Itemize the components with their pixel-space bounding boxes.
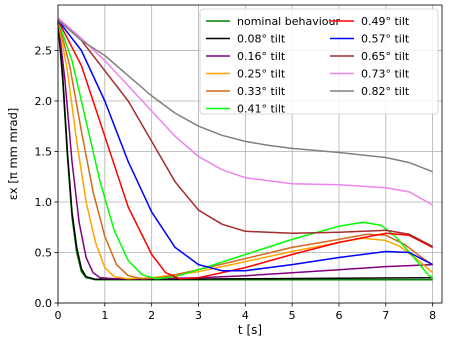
legend-label: 0.57° tilt [361,33,410,46]
series-line-8 [57,17,433,248]
series-line-4 [57,20,434,280]
plot-frame [57,4,443,304]
x-tick-label: 8 [429,309,436,322]
legend-label: 0.16° tilt [237,50,286,63]
legend-label: 0.25° tilt [237,68,286,81]
x-axis-label: t [s] [238,323,262,337]
series-line-2 [57,20,433,280]
series-lines [57,17,434,281]
y-tick-label: 1.0 [35,196,53,209]
x-tick-label: 6 [335,309,342,322]
x-axis-ticks: 0 1 2 3 4 5 6 7 8 [55,303,436,322]
series-line-7 [57,19,433,272]
x-tick-label: 3 [195,309,202,322]
y-tick-label: 0.5 [35,246,53,259]
x-tick-label: 7 [382,309,389,322]
y-axis-ticks: 0.0 0.5 1.0 1.5 2.0 2.5 [35,44,58,310]
legend-label: 0.49° tilt [361,15,410,28]
x-tick-label: 5 [289,309,296,322]
y-axis-label: εx [π mm mrad] [6,108,20,201]
x-tick-label: 2 [148,309,155,322]
legend-label: nominal behaviour [237,15,340,28]
x-tick-label: 4 [242,309,249,322]
legend-label: 0.65° tilt [361,50,410,63]
legend: nominal behaviour 0.08° tilt 0.16° tilt 0.2… [199,8,439,116]
x-tick-label: 0 [55,309,62,322]
series-line-6 [57,19,433,280]
series-line-10 [57,19,433,173]
legend-label: 0.33° tilt [237,85,286,98]
y-tick-label: 2.5 [35,44,53,57]
legend-label: 0.08° tilt [237,33,286,46]
series-line-5 [57,19,434,280]
y-tick-label: 1.5 [35,145,53,158]
legend-label: 0.82° tilt [361,85,410,98]
series-line-9 [57,17,433,206]
legend-label: 0.73° tilt [361,68,410,81]
y-tick-label: 0.0 [35,297,53,310]
legend-label: 0.41° tilt [237,103,286,116]
series-line-1 [57,22,433,281]
x-tick-label: 1 [101,309,108,322]
legend-box [199,8,439,115]
y-tick-label: 2.0 [35,95,53,108]
